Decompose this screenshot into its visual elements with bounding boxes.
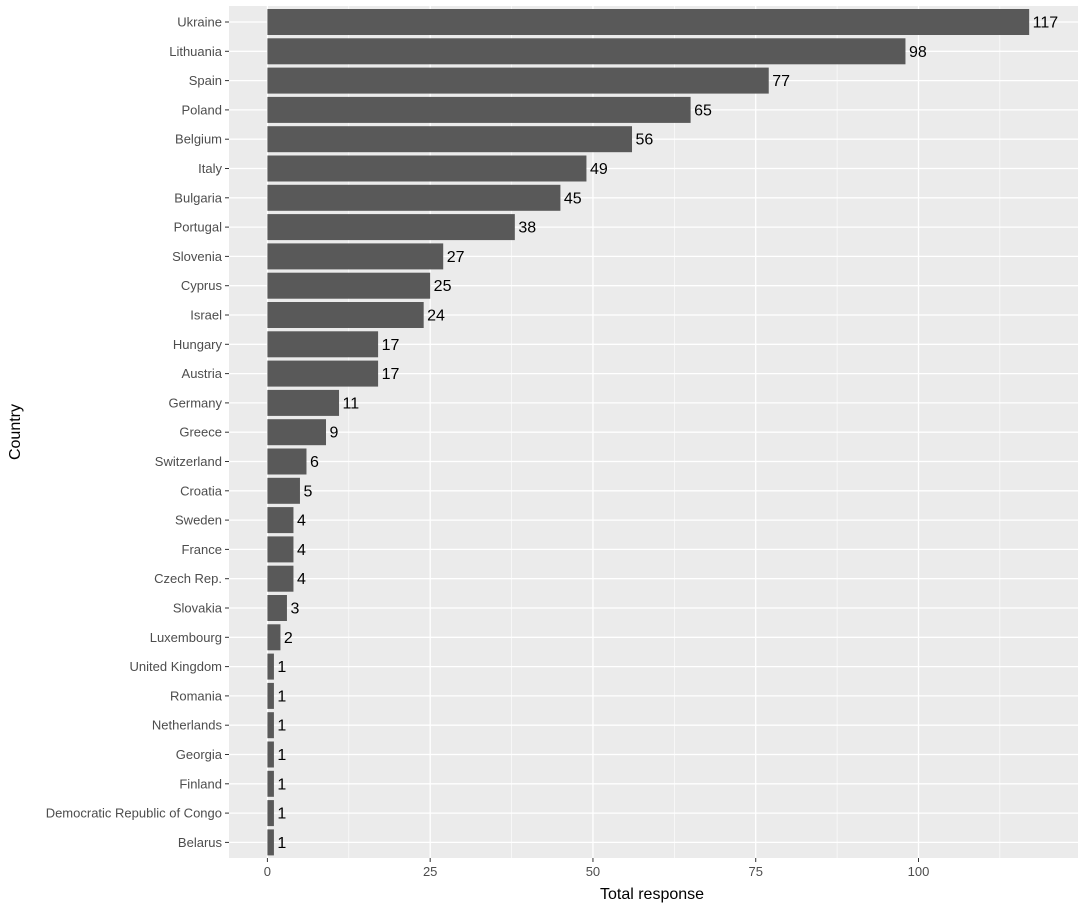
y-tick-label: Hungary xyxy=(173,337,223,352)
bar-democratic-republic-of-congo xyxy=(267,800,274,827)
bar-netherlands xyxy=(267,712,274,739)
data-label: 1 xyxy=(277,776,286,793)
x-tick-label: 25 xyxy=(423,864,437,879)
data-label: 4 xyxy=(297,513,306,530)
y-tick-label: France xyxy=(182,542,222,557)
bar-greece xyxy=(267,419,327,446)
bar-georgia xyxy=(267,741,274,768)
data-labels: 1179877655649453827252417171196544432111… xyxy=(277,15,1058,852)
data-label: 17 xyxy=(382,366,400,383)
x-axis-tick-labels: 0 25 50 75 100 xyxy=(264,858,930,879)
data-label: 24 xyxy=(427,308,445,325)
bar-slovakia xyxy=(267,595,287,621)
bar-lithuania xyxy=(267,38,906,65)
y-tick-label: Portugal xyxy=(174,220,223,235)
y-tick-label: Poland xyxy=(182,102,222,117)
y-tick-label: United Kingdom xyxy=(130,659,223,674)
bar-bulgaria xyxy=(267,184,561,211)
y-tick-label: Belgium xyxy=(175,132,222,147)
data-label: 4 xyxy=(297,571,306,588)
bar-switzerland xyxy=(267,448,307,475)
y-tick-label: Romania xyxy=(170,688,223,703)
data-label: 25 xyxy=(434,278,452,295)
data-label: 3 xyxy=(290,601,299,618)
y-tick-label: Switzerland xyxy=(155,454,222,469)
y-tick-label: Democratic Republic of Congo xyxy=(46,806,222,821)
y-tick-label: Finland xyxy=(179,776,222,791)
y-tick-label: Netherlands xyxy=(152,718,223,733)
bar-finland xyxy=(267,770,274,797)
y-tick-label: Lithuania xyxy=(169,44,223,59)
x-tick-label: 0 xyxy=(264,864,271,879)
data-label: 49 xyxy=(590,161,608,178)
y-tick-label: Georgia xyxy=(176,747,223,762)
data-label: 1 xyxy=(277,747,286,764)
y-tick-label: Cyprus xyxy=(181,278,223,293)
y-tick-label: Luxembourg xyxy=(150,630,222,645)
data-label: 1 xyxy=(277,835,286,852)
bar-belgium xyxy=(267,126,633,153)
bar-luxembourg xyxy=(267,624,281,651)
bar-ukraine xyxy=(267,9,1030,35)
data-label: 6 xyxy=(310,454,319,471)
data-label: 27 xyxy=(447,249,465,266)
data-label: 1 xyxy=(277,688,286,705)
bar-spain xyxy=(267,67,769,94)
y-tick-label: Bulgaria xyxy=(174,190,222,205)
data-label: 45 xyxy=(564,190,582,207)
y-tick-label: Israel xyxy=(190,308,222,323)
bar-croatia xyxy=(267,477,300,504)
data-label: 65 xyxy=(694,102,712,119)
bar-israel xyxy=(267,302,424,328)
y-tick-label: Germany xyxy=(169,395,223,410)
data-label: 1 xyxy=(277,806,286,823)
data-label: 11 xyxy=(343,395,360,412)
data-label: 4 xyxy=(297,542,306,559)
data-label: 98 xyxy=(909,44,927,61)
bar-france xyxy=(267,536,294,563)
y-tick-label: Croatia xyxy=(180,483,223,498)
data-label: 5 xyxy=(303,483,312,500)
bars xyxy=(267,9,1030,856)
data-label: 17 xyxy=(382,337,400,354)
y-tick-label: Spain xyxy=(189,73,222,88)
x-tick-label: 50 xyxy=(586,864,600,879)
x-tick-label: 75 xyxy=(748,864,762,879)
bar-belarus xyxy=(267,829,274,856)
data-label: 1 xyxy=(277,659,286,676)
y-tick-label: Greece xyxy=(179,425,222,440)
bar-austria xyxy=(267,360,379,387)
bar-italy xyxy=(267,155,587,182)
bar-poland xyxy=(267,96,691,123)
bar-germany xyxy=(267,389,340,416)
bar-sweden xyxy=(267,507,294,534)
y-tick-label: Ukraine xyxy=(177,15,222,30)
y-tick-label: Sweden xyxy=(175,513,222,528)
x-axis-title: Total response xyxy=(600,886,704,903)
y-tick-label: Belarus xyxy=(178,835,223,850)
bar-slovenia xyxy=(267,243,444,270)
bar-united-kingdom xyxy=(267,653,274,680)
x-tick-label: 100 xyxy=(908,864,930,879)
y-axis-tick-labels: Ukraine Lithuania Spain Poland Belgium Italy B… xyxy=(46,15,229,850)
y-axis-title: Country xyxy=(7,404,24,460)
data-label: 77 xyxy=(772,73,790,90)
bar-czech-rep- xyxy=(267,565,294,592)
y-tick-label: Slovenia xyxy=(172,249,223,264)
y-tick-label: Austria xyxy=(182,366,223,381)
bar-romania xyxy=(267,682,274,709)
y-tick-label: Slovakia xyxy=(173,601,223,616)
y-tick-label: Czech Rep. xyxy=(154,571,222,586)
data-label: 38 xyxy=(518,220,536,237)
bar-cyprus xyxy=(267,272,431,299)
data-label: 2 xyxy=(284,630,293,647)
bar-portugal xyxy=(267,214,515,241)
data-label: 9 xyxy=(330,425,339,442)
bar-hungary xyxy=(267,331,379,358)
data-label: 1 xyxy=(277,718,286,735)
data-label: 117 xyxy=(1033,15,1059,32)
y-tick-label: Italy xyxy=(198,161,222,176)
data-label: 56 xyxy=(636,132,654,149)
